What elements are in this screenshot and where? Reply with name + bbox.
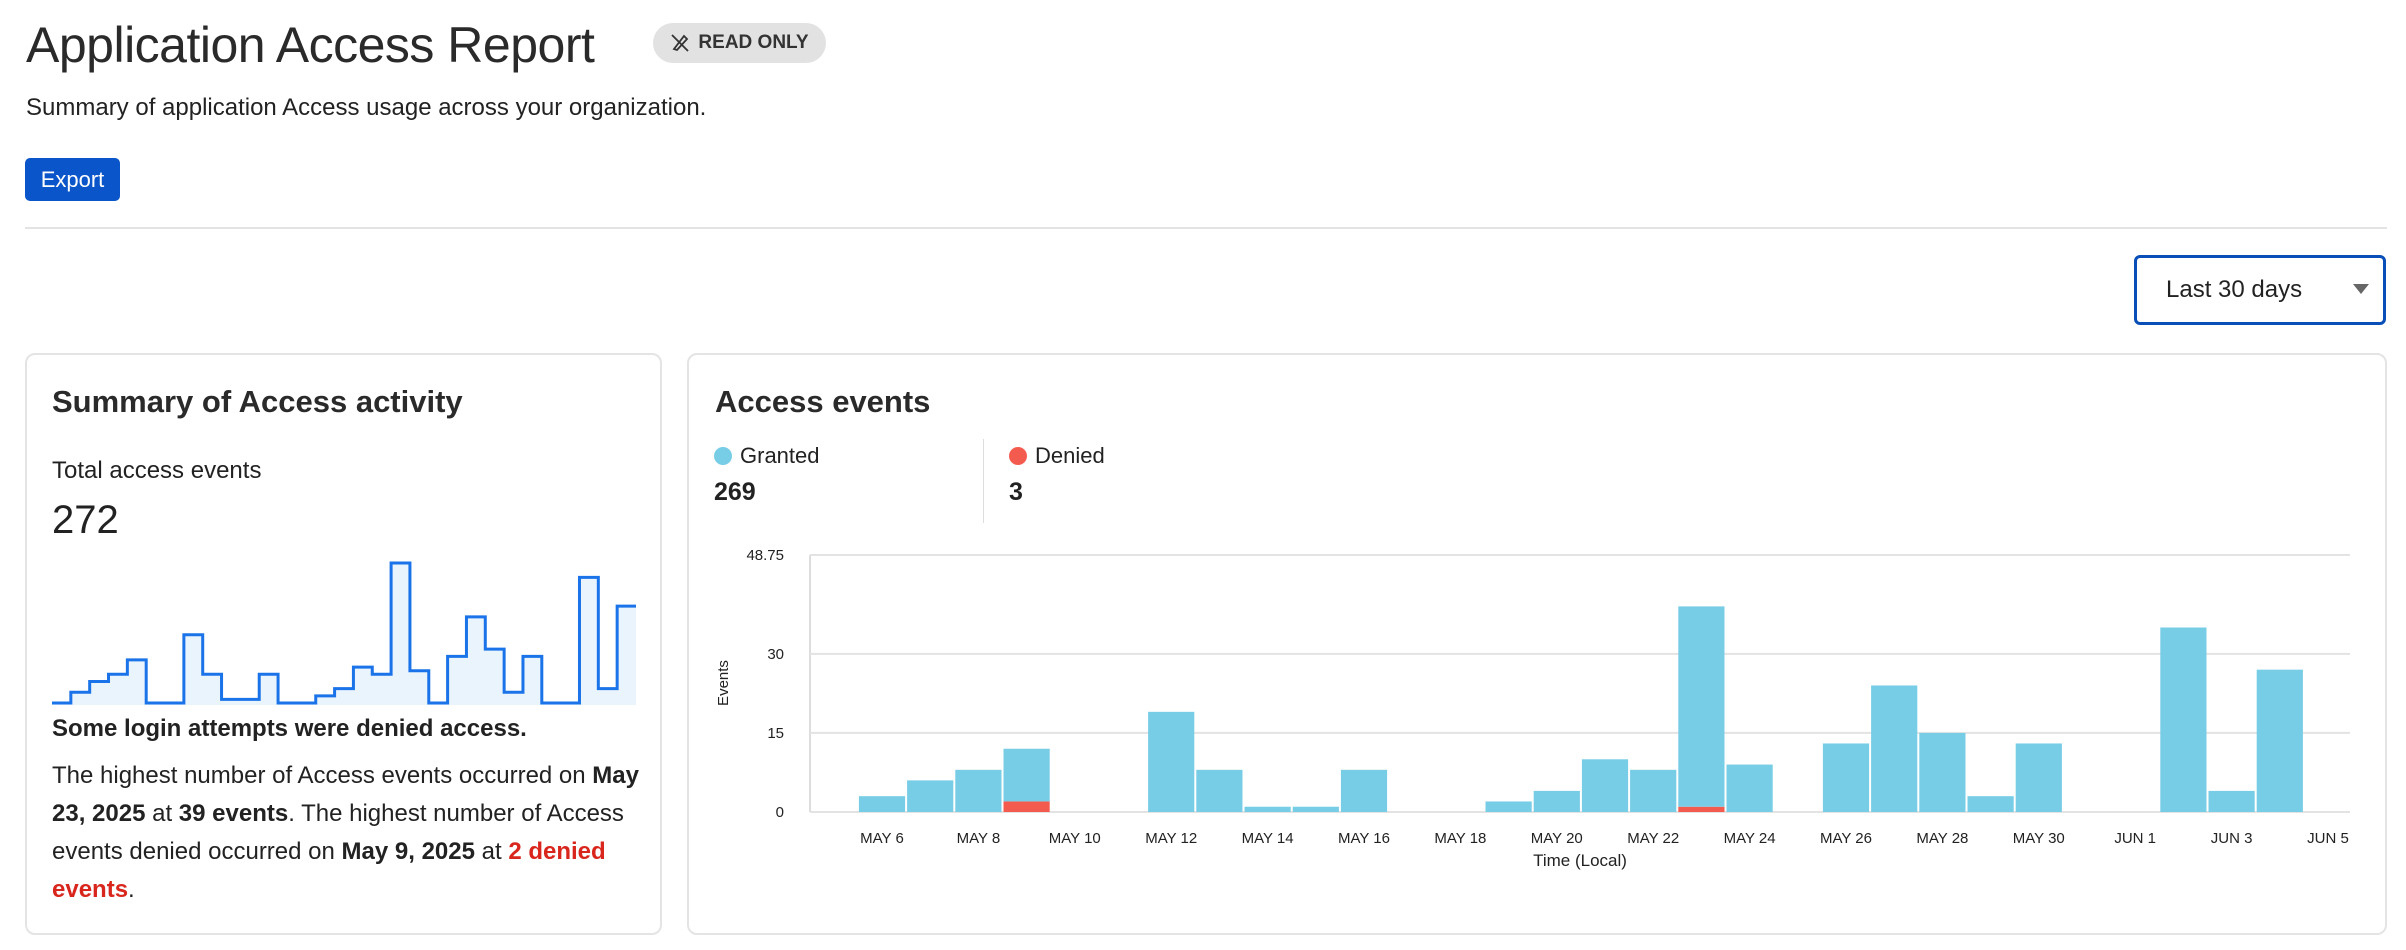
x-tick-label: JUN 5 [2307, 830, 2349, 847]
x-tick-label: MAY 20 [1531, 830, 1583, 847]
total-events-label: Total access events [52, 457, 262, 484]
bar-granted [1822, 743, 1870, 812]
bar-granted [1244, 806, 1291, 812]
bar-granted [1726, 764, 1773, 812]
summary-text: The highest number of Access events occu… [52, 757, 652, 909]
bar-granted [2208, 790, 2255, 812]
bar-granted [1967, 796, 2014, 812]
caret-down-icon [2353, 284, 2369, 294]
bar-granted [907, 780, 954, 812]
bar-granted [1485, 801, 1532, 812]
bar-granted [2015, 743, 2062, 812]
x-tick-label: MAY 14 [1242, 830, 1294, 847]
date-range-select[interactable]: Last 30 days [2134, 255, 2386, 325]
x-tick-label: MAY 8 [957, 830, 1001, 847]
bar-granted [2256, 669, 2303, 812]
summary-text-part: The highest number of Access events occu… [52, 762, 593, 789]
bar-granted [1581, 759, 1629, 812]
x-tick-label: MAY 28 [1916, 830, 1968, 847]
total-events-value: 272 [52, 498, 119, 542]
access-events-card [687, 353, 2387, 935]
denied-dot-icon [1009, 447, 1027, 465]
y-axis-label: Events [715, 660, 732, 706]
bar-granted [1340, 769, 1388, 812]
x-tick-label: MAY 24 [1724, 830, 1776, 847]
summary-card-title: Summary of Access activity [52, 384, 463, 419]
summary-text-part: at [145, 800, 179, 827]
access-events-title: Access events [715, 384, 931, 419]
bar-granted [1630, 769, 1677, 812]
bar-granted [1292, 806, 1339, 812]
bar-granted [1871, 685, 1918, 812]
legend-granted: Granted [714, 443, 820, 469]
bar-granted [1919, 732, 1966, 812]
divider [25, 227, 2387, 229]
x-tick-label: MAY 26 [1820, 830, 1872, 847]
bar-granted [2160, 627, 2207, 812]
bar-granted [1533, 790, 1580, 812]
denied-count: 2 denied events [52, 838, 606, 903]
granted-count: 269 [714, 478, 756, 506]
bar-granted [1196, 769, 1243, 812]
bar-granted [1148, 711, 1195, 812]
denied-date: May 9, 2025 [341, 838, 475, 865]
access-events-chart: 0 15 30 48.75 Events MAY 6 MAY 8 MAY 10 MAY 12 MA… [715, 547, 2350, 870]
denied-count-value: 3 [1009, 478, 1023, 506]
bar-granted [1678, 606, 1725, 807]
bar-denied [1678, 806, 1725, 812]
badge-label: READ ONLY [698, 32, 809, 53]
bar-denied [1003, 801, 1050, 812]
x-tick-label: MAY 30 [2013, 830, 2065, 847]
summary-card [25, 353, 662, 935]
y-tick-label: 0 [776, 804, 784, 821]
export-button[interactable]: Export [25, 158, 120, 201]
legend-label: Granted [740, 443, 820, 468]
x-tick-label: MAY 22 [1627, 830, 1679, 847]
page-title: Application Access Report [26, 17, 595, 73]
x-axis-label: Time (Local) [1533, 851, 1627, 870]
page-subtitle: Summary of application Access usage acro… [26, 94, 707, 121]
summary-text-part: at [474, 838, 509, 865]
sparkline-line [52, 561, 636, 705]
x-tick-label: MAY 10 [1049, 830, 1101, 847]
legend-divider [983, 439, 984, 523]
x-tick-label: JUN 3 [2211, 830, 2253, 847]
granted-dot-icon [714, 447, 732, 465]
summary-text-part: . The highest number of Access events de… [52, 800, 624, 865]
x-tick-label: MAY 18 [1434, 830, 1486, 847]
peak-count: 39 events [178, 800, 289, 827]
bar-granted [955, 769, 1002, 812]
x-tick-label: JUN 1 [2114, 830, 2156, 847]
legend-denied: Denied [1009, 443, 1105, 469]
x-tick-label: MAY 16 [1338, 830, 1390, 847]
date-range-value: Last 30 days [2166, 276, 2303, 303]
pencil-off-icon [671, 34, 690, 52]
sparkline-area [52, 563, 636, 705]
bar-granted [858, 796, 906, 812]
x-tick-label: MAY 12 [1145, 830, 1197, 847]
denied-warning: Some login attempts were denied access. [52, 715, 527, 742]
peak-date: May 23, 2025 [52, 762, 639, 827]
sparkline [52, 561, 636, 705]
read-only-badge: READ ONLY [653, 23, 826, 63]
legend-label: Denied [1035, 443, 1105, 468]
summary-text-part: . [128, 876, 135, 903]
x-tick-label: MAY 6 [860, 830, 904, 847]
y-tick-label: 48.75 [746, 547, 784, 564]
y-tick-label: 15 [767, 725, 784, 742]
y-tick-label: 30 [767, 646, 784, 663]
bar-granted [1003, 748, 1050, 802]
